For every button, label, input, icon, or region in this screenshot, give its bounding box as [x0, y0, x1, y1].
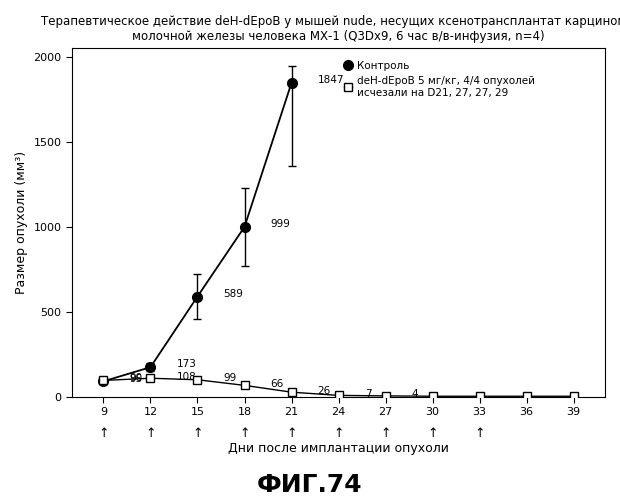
Text: 173: 173: [177, 359, 197, 369]
Text: 999: 999: [270, 219, 291, 229]
Text: 589: 589: [224, 288, 244, 298]
Legend: Контроль, deH-dEpoB 5 мг/кг, 4/4 опухолей
исчезали на D21, 27, 27, 29: Контроль, deH-dEpoB 5 мг/кг, 4/4 опухоле…: [343, 60, 535, 98]
Y-axis label: Размер опухоли (мм³): Размер опухоли (мм³): [15, 151, 28, 294]
Title: Терапевтическое действие deH-dEpoB у мышей nude, несущих ксенотрансплантат карци: Терапевтическое действие deH-dEpoB у мыш…: [41, 15, 620, 43]
Text: ↑: ↑: [380, 427, 391, 440]
Text: ↑: ↑: [192, 427, 203, 440]
Text: ФИГ.74: ФИГ.74: [257, 474, 363, 498]
Text: ↑: ↑: [98, 427, 108, 440]
X-axis label: Дни после имплантации опухоли: Дни после имплантации опухоли: [228, 442, 449, 455]
Text: ↑: ↑: [286, 427, 297, 440]
Text: 4: 4: [412, 390, 418, 400]
Text: 95: 95: [130, 374, 143, 384]
Text: 7: 7: [365, 389, 371, 399]
Text: 90: 90: [130, 374, 143, 384]
Text: 108: 108: [177, 372, 197, 382]
Text: 99: 99: [224, 373, 237, 383]
Text: 1847: 1847: [317, 75, 344, 85]
Text: ↑: ↑: [239, 427, 250, 440]
Text: ↑: ↑: [145, 427, 156, 440]
Text: ↑: ↑: [334, 427, 344, 440]
Text: ↑: ↑: [474, 427, 485, 440]
Text: 66: 66: [270, 378, 284, 388]
Text: 26: 26: [317, 386, 331, 396]
Text: ↑: ↑: [427, 427, 438, 440]
